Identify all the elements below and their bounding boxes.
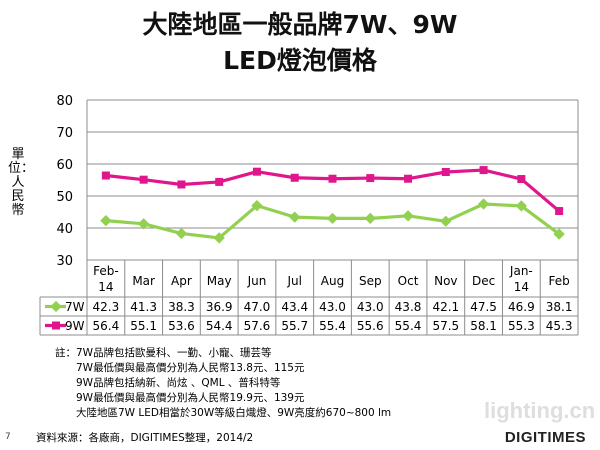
y-axis-label: 單位：人民幣	[8, 147, 35, 218]
x-tick-label: Feb-	[93, 264, 119, 278]
data-point-9W	[479, 166, 488, 175]
chart-title-line1: 大陸地區一般品牌7W、9W	[142, 10, 458, 39]
notes-block: 註：7W品牌包括歐曼科、一勤、小寵、珊芸等 7W最低價與最高價分別為人民幣13.…	[55, 346, 391, 421]
table-value: 57.6	[244, 319, 271, 333]
table-value: 54.4	[206, 319, 233, 333]
table-value: 42.3	[93, 300, 120, 314]
table-value: 45.3	[546, 319, 573, 333]
table-value: 55.1	[130, 319, 157, 333]
note-line: 大陸地區7W LED相當於30W等級白熾燈、9W亮度約670~800 lm	[76, 407, 392, 419]
table-value: 43.8	[395, 300, 422, 314]
data-point-7W	[477, 198, 490, 210]
watermark: lighting.cn	[484, 398, 596, 423]
notes-row: 7W最低價與最高價分別為人民幣13.8元、115元	[55, 361, 391, 376]
x-tick-label: 14	[98, 280, 113, 294]
table-value: 55.4	[395, 319, 422, 333]
x-tick-label: Jan-	[509, 264, 533, 278]
x-tick-label: Aug	[321, 274, 344, 288]
table-value: 43.0	[357, 300, 384, 314]
legend-swatch-marker	[52, 321, 60, 330]
note-line: 9W最低價與最高價分別為人民幣19.9元、139元	[76, 392, 305, 404]
line-chart: 30 40 50 60 70 80 Feb- 14 Mar Apr May Jun Jul Aug Sep O…	[39, 94, 579, 336]
data-point-7W	[364, 212, 376, 225]
source-note: 資料來源：各廠商，DIGITIMES整理，2014/2	[36, 432, 254, 444]
x-tick-label: Dec	[472, 274, 495, 288]
notes-row: 9W品牌包括納新、尚炫 、QML 、普科特等	[55, 376, 391, 391]
x-tick-label: May	[207, 274, 232, 288]
y-tick-label: 80	[56, 94, 73, 109]
notes-row: 註：7W品牌包括歐曼科、一勤、小寵、珊芸等	[55, 346, 391, 361]
x-tick-label: Feb	[548, 274, 569, 288]
table-value: 57.5	[432, 319, 459, 333]
data-point-7W	[137, 218, 150, 230]
x-tick-label: Sep	[359, 274, 382, 288]
table-value: 46.9	[508, 300, 535, 314]
data-point-9W	[441, 168, 450, 176]
data-point-9W	[215, 177, 224, 186]
table-value: 36.9	[206, 300, 233, 314]
table-value: 55.3	[508, 319, 535, 333]
data-point-9W	[404, 174, 413, 183]
table-value: 47.5	[470, 300, 497, 314]
data-point-7W	[175, 227, 188, 240]
page-number: 7	[5, 432, 11, 442]
legend-swatch-marker	[50, 300, 62, 313]
legend-series-name: 7W	[65, 300, 85, 314]
table-value: 47.0	[244, 300, 271, 314]
y-tick-label: 30	[56, 254, 73, 269]
x-tick-label: Mar	[132, 274, 155, 288]
legend-series-name: 9W	[65, 319, 85, 333]
x-tick-label: Oct	[398, 274, 419, 288]
y-tick-label: 50	[56, 190, 73, 205]
table-value: 43.4	[281, 300, 308, 314]
table-value: 41.3	[130, 300, 157, 314]
data-point-9W	[290, 173, 299, 182]
table-value: 38.1	[546, 300, 573, 314]
y-tick-label: 70	[56, 126, 73, 141]
table-value: 56.4	[93, 319, 120, 333]
table-value: 55.7	[281, 319, 308, 333]
x-tick-label: Jun	[247, 274, 267, 288]
y-tick-label: 60	[56, 158, 73, 173]
data-point-7W	[553, 228, 565, 240]
x-tick-label: Jul	[286, 274, 301, 288]
table-value: 55.4	[319, 319, 346, 333]
x-tick-label: Apr	[171, 274, 192, 288]
data-point-9W	[139, 175, 148, 184]
data-point-7W	[440, 215, 452, 227]
y-tick-label: 40	[56, 222, 73, 237]
data-point-7W	[100, 214, 112, 227]
table-value: 58.1	[470, 319, 497, 333]
data-point-7W	[515, 200, 528, 212]
table-value: 55.6	[357, 319, 384, 333]
note-line: 7W最低價與最高價分別為人民幣13.8元、115元	[76, 362, 305, 374]
brand-logo: DIGITIMES	[504, 429, 586, 446]
data-point-9W	[101, 171, 110, 180]
data-point-9W	[252, 167, 261, 176]
x-tick-label: Nov	[434, 274, 457, 288]
data-point-7W	[326, 212, 339, 225]
data-point-9W	[366, 174, 375, 183]
table-value: 43.0	[319, 300, 346, 314]
notes-row: 9W最低價與最高價分別為人民幣19.9元、139元	[55, 391, 391, 406]
table-value: 42.1	[432, 300, 459, 314]
table-value: 53.6	[168, 319, 195, 333]
data-point-7W	[402, 210, 414, 222]
data-point-7W	[213, 232, 225, 244]
data-point-9W	[328, 174, 337, 183]
chart-title-line2: LED燈泡價格	[223, 46, 377, 75]
data-point-9W	[517, 175, 526, 184]
data-point-7W	[289, 211, 301, 223]
notes-prefix: 註：	[55, 347, 76, 359]
note-line: 9W品牌包括納新、尚炫 、QML 、普科特等	[76, 377, 281, 389]
x-tick-label: 14	[514, 280, 529, 294]
note-line: 7W品牌包括歐曼科、一勤、小寵、珊芸等	[76, 347, 272, 359]
data-point-9W	[177, 180, 186, 189]
table-value: 38.3	[168, 300, 195, 314]
notes-row: 大陸地區7W LED相當於30W等級白熾燈、9W亮度約670~800 lm	[55, 406, 391, 421]
data-point-9W	[555, 207, 564, 216]
